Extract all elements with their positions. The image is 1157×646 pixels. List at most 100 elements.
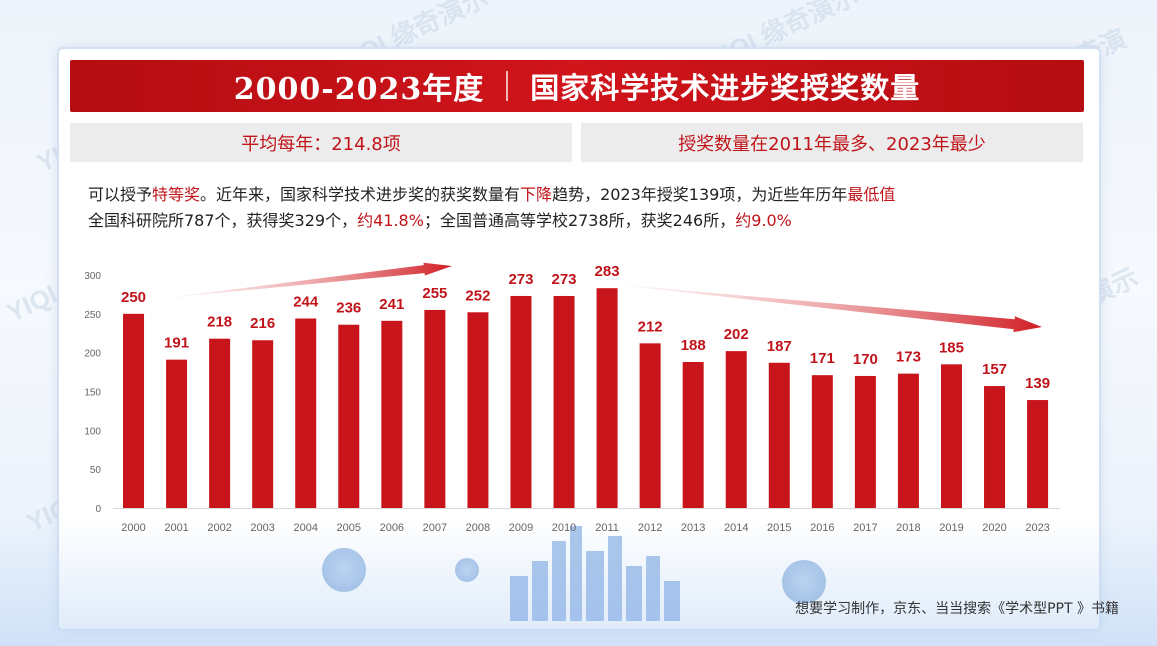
- bar-2019: [940, 364, 962, 508]
- bar-2013: [682, 361, 704, 508]
- data-label-2001: 191: [164, 335, 189, 352]
- title-year: 2000-2023年度: [233, 72, 485, 107]
- y-tick-label: 50: [90, 465, 102, 476]
- x-tick-label: 2008: [466, 522, 490, 534]
- bar-2007: [424, 309, 446, 508]
- stat-average-text: 平均每年：214.8项: [241, 133, 401, 155]
- x-tick-label: 2011: [595, 522, 619, 534]
- x-tick-label: 2013: [681, 522, 705, 534]
- downward-trend-arrow: [610, 284, 1042, 333]
- bar-2023: [1027, 400, 1049, 508]
- x-tick-label: 2010: [552, 522, 576, 534]
- footer-note: 想要学习制作，京东、当当搜索《学术型PPT 》书籍: [795, 601, 1119, 617]
- x-tick-label: 2009: [509, 522, 533, 534]
- x-tick-label: 2006: [380, 522, 404, 534]
- bar-2004: [295, 318, 317, 508]
- description-text: 全国科研院所787个，获得奖329个，: [88, 211, 358, 230]
- bar-2008: [467, 312, 489, 508]
- bar-2012: [639, 343, 661, 508]
- data-label-2014: 202: [724, 326, 749, 343]
- description-text: ；全国普通高等学校2738所，获奖246所，: [423, 211, 736, 230]
- bar-2006: [381, 320, 403, 508]
- stat-average: 平均每年：214.8项: [70, 123, 572, 162]
- x-tick-label: 2001: [164, 522, 188, 534]
- bar-2000: [123, 313, 145, 508]
- data-label-2008: 252: [465, 287, 490, 304]
- bar-2001: [166, 359, 188, 508]
- bar-2017: [854, 375, 876, 508]
- x-tick-label: 2018: [896, 522, 920, 534]
- page-title: 国家科学技术进步奖授奖数量: [530, 71, 921, 105]
- description-text: 。近年来，国家科学技术进步奖的获奖数量有: [200, 185, 521, 204]
- x-tick-label: 2007: [423, 522, 447, 534]
- bar-2016: [811, 375, 833, 508]
- bar-2009: [510, 295, 532, 508]
- data-label-2010: 273: [552, 271, 577, 288]
- title-divider: [506, 71, 509, 101]
- x-tick-label: 2002: [207, 522, 231, 534]
- description-text: 趋势，2023年授奖139项，为近些年历年: [552, 185, 848, 204]
- data-label-2009: 273: [508, 271, 533, 288]
- y-tick-label: 300: [84, 271, 101, 282]
- stat-extremes-text: 授奖数量在2011年最多、2023年最少: [678, 133, 986, 155]
- x-tick-label: 2014: [724, 522, 748, 534]
- x-tick-label: 2005: [337, 522, 361, 534]
- y-tick-label: 250: [84, 310, 101, 321]
- data-label-2020: 157: [982, 361, 1007, 378]
- data-label-2004: 244: [293, 293, 319, 310]
- x-tick-label: 2016: [810, 522, 834, 534]
- data-label-2000: 250: [121, 289, 146, 306]
- data-label-2003: 216: [250, 315, 275, 332]
- data-label-2005: 236: [336, 300, 361, 317]
- data-label-2015: 187: [767, 338, 792, 355]
- bar-2020: [984, 386, 1006, 508]
- upward-trend-arrow: [165, 262, 452, 298]
- x-tick-label: 2015: [767, 522, 791, 534]
- x-tick-label: 2017: [853, 522, 877, 534]
- data-label-2012: 212: [638, 318, 663, 335]
- description-text: 可以授予: [88, 185, 153, 204]
- x-tick-label: 2023: [1025, 522, 1049, 534]
- data-label-2007: 255: [422, 285, 447, 302]
- y-tick-label: 200: [84, 349, 101, 360]
- data-label-2023: 139: [1025, 375, 1050, 392]
- bar-2010: [553, 295, 575, 508]
- description-line-2: 全国科研院所787个，获得奖329个，约41.8%；全国普通高等学校2738所，…: [88, 207, 792, 231]
- bar-2005: [338, 324, 360, 508]
- title-bar: 2000-2023年度 国家科学技术进步奖授奖数量: [70, 60, 1084, 112]
- y-tick-label: 150: [84, 388, 101, 399]
- bar-2018: [897, 373, 919, 508]
- highlight-text: 下降: [520, 185, 553, 204]
- bar-2014: [725, 351, 747, 508]
- music-icon: [455, 558, 479, 582]
- bar-2002: [209, 338, 231, 508]
- data-label-2013: 188: [681, 337, 706, 354]
- highlight-text: 约41.8%: [357, 211, 424, 230]
- highlight-text: 特等奖: [152, 185, 201, 204]
- x-tick-label: 2000: [121, 522, 145, 534]
- bar-2011: [596, 288, 618, 508]
- bar-2003: [252, 340, 274, 508]
- x-tick-label: 2012: [638, 522, 662, 534]
- data-label-2002: 218: [207, 314, 232, 331]
- city-skyline-illustration: [510, 526, 680, 621]
- x-tick-label: 2004: [293, 522, 317, 534]
- data-label-2016: 171: [810, 350, 835, 367]
- highlight-text: 约9.0%: [735, 211, 792, 230]
- x-tick-label: 2019: [939, 522, 963, 534]
- data-label-2017: 170: [853, 351, 878, 368]
- data-label-2018: 173: [896, 349, 921, 366]
- highlight-text: 最低值: [847, 185, 896, 204]
- bar-2015: [768, 362, 790, 508]
- data-label-2011: 283: [595, 263, 620, 280]
- book-icon: [782, 560, 826, 604]
- x-tick-label: 2020: [982, 522, 1006, 534]
- description-line-1: 可以授予特等奖。近年来，国家科学技术进步奖的获奖数量有下降趋势，2023年授奖1…: [88, 181, 895, 205]
- data-label-2006: 241: [379, 296, 404, 313]
- data-label-2019: 185: [939, 339, 964, 356]
- y-tick-label: 0: [95, 504, 101, 515]
- y-tick-label: 100: [84, 426, 101, 437]
- certificate-icon: [322, 548, 366, 592]
- stat-extremes: 授奖数量在2011年最多、2023年最少: [581, 123, 1083, 162]
